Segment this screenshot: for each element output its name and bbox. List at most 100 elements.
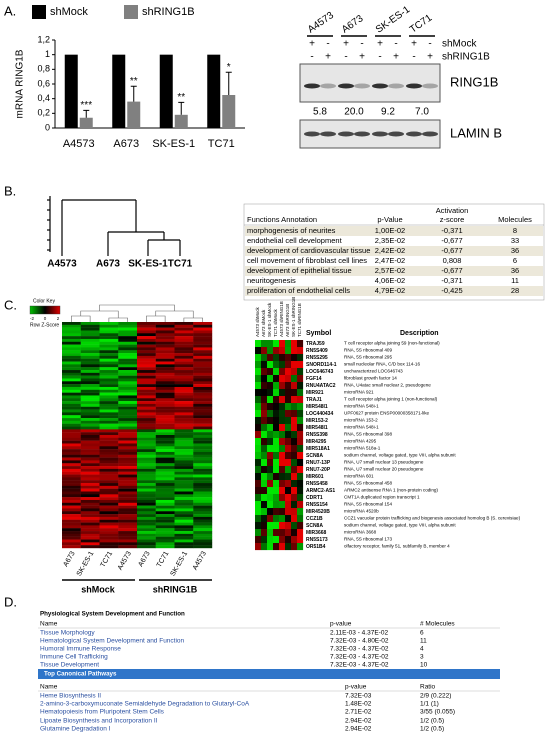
heatmap-cell [279,389,286,397]
heatmap-cell [155,364,175,368]
table-header: Functions Annotation [247,215,317,224]
heatmap-cell [99,468,119,472]
heatmap-cell [80,429,100,433]
heatmap-cell [62,361,81,365]
heatmap-cell [62,497,81,501]
heatmap-cell [155,381,175,385]
heatmap-cell [137,468,156,472]
heatmap-cell [255,375,262,383]
heatmap-cell [193,423,213,427]
heatmap-cell [291,389,298,397]
heatmap-cell [193,327,213,331]
heatmap-cell [261,508,268,516]
heatmap-cell [99,361,119,365]
gene-description: microRNA 548i-1 [344,425,379,430]
table-cell: 2.94E-02 [345,726,372,733]
heatmap-cell [174,508,194,512]
heatmap-cell [118,508,138,512]
heatmap-cell [118,378,138,382]
heatmap-cell [62,449,81,453]
heatmap-cell [155,449,175,453]
gene-description: RNA, 5S ribosomal 173 [344,537,392,542]
heatmap-cell [137,525,156,529]
heatmap-cell [193,440,213,444]
table-cell: Immune Cell Trafficking [40,654,108,661]
heatmap-cell [62,525,81,529]
table-cell: 2,35E-02 [375,236,405,245]
gene-description: sodium channel, voltage gated, type VIII… [344,453,456,458]
heatmap-cell [99,533,119,537]
heatmap-cell [193,533,213,537]
heatmap-cell [291,459,298,467]
column-label: SK-ES-1 [76,550,96,577]
dendrogram-label: SK-ES-1 [128,259,168,270]
heatmap-cell [99,443,119,447]
heatmap-cell [174,341,194,345]
heatmap-cell [80,378,100,382]
heatmap-cell [99,499,119,503]
heatmap-cell [118,327,138,331]
table-cell: -0,425 [441,286,462,295]
heatmap-cell [155,466,175,470]
heatmap-cell [285,543,292,551]
table-cell: 2,47E-02 [375,256,405,265]
table-cell: Tissue Development [40,662,99,669]
heatmap-cell [267,487,274,495]
heatmap-cell [273,501,280,509]
heatmap-cell [155,378,175,382]
heatmap-cell [279,431,286,439]
heatmap-cell [291,508,298,516]
bar [159,54,173,128]
table-header: Name [40,684,58,691]
heatmap-cell [285,522,292,530]
heatmap-cell [80,449,100,453]
heatmap-cell [174,460,194,464]
gene-description: microRNA 601 [344,474,374,479]
heatmap-cell [118,449,138,453]
heatmap-cell [174,528,194,532]
heatmap-cell [80,536,100,540]
heatmap-cell [285,515,292,523]
heatmap-cell [137,474,156,478]
heatmap-cell [297,368,304,376]
heatmap-cell [193,403,213,407]
heatmap-cell [118,401,138,405]
heatmap-cell [137,333,156,337]
heatmap-cell [155,355,175,359]
heatmap-cell [80,499,100,503]
heatmap-cell [137,361,156,365]
heatmap-cell [285,354,292,362]
heatmap-cell [155,353,175,357]
heatmap-cell [174,401,194,405]
heatmap-cell [261,459,268,467]
heatmap-cell [80,395,100,399]
heatmap-cell [255,529,262,537]
heatmap-cell [261,487,268,495]
heatmap-cell [155,395,175,399]
heatmap-cell [118,395,138,399]
gene-symbol: MIR921 [306,390,324,396]
blot-band [388,131,404,137]
heatmap-cell [174,350,194,354]
y-tick-label: 0,4 [37,93,50,103]
heatmap-cell [291,375,298,383]
gene-description: CMT1A duplicated region transcript 1 [344,495,420,500]
heatmap-cell [62,338,81,342]
gene-symbol: MIR518A1 [306,446,330,452]
gene-symbol: MIR4295 [306,439,327,445]
heatmap-cell [118,454,138,458]
heatmap-cell [255,543,262,551]
sign: - [428,39,431,50]
heatmap-cell [80,466,100,470]
heatmap-cell [62,395,81,399]
heatmap-cell [155,519,175,523]
heatmap-cell [174,347,194,351]
heatmap-cell [137,545,156,549]
heatmap-cell [155,333,175,337]
heatmap-cell [80,511,100,515]
heatmap-cell [62,333,81,337]
heatmap-cell [137,499,156,503]
heatmap-cell [155,525,175,529]
heatmap-cell [255,445,262,453]
heatmap-cell [118,364,138,368]
